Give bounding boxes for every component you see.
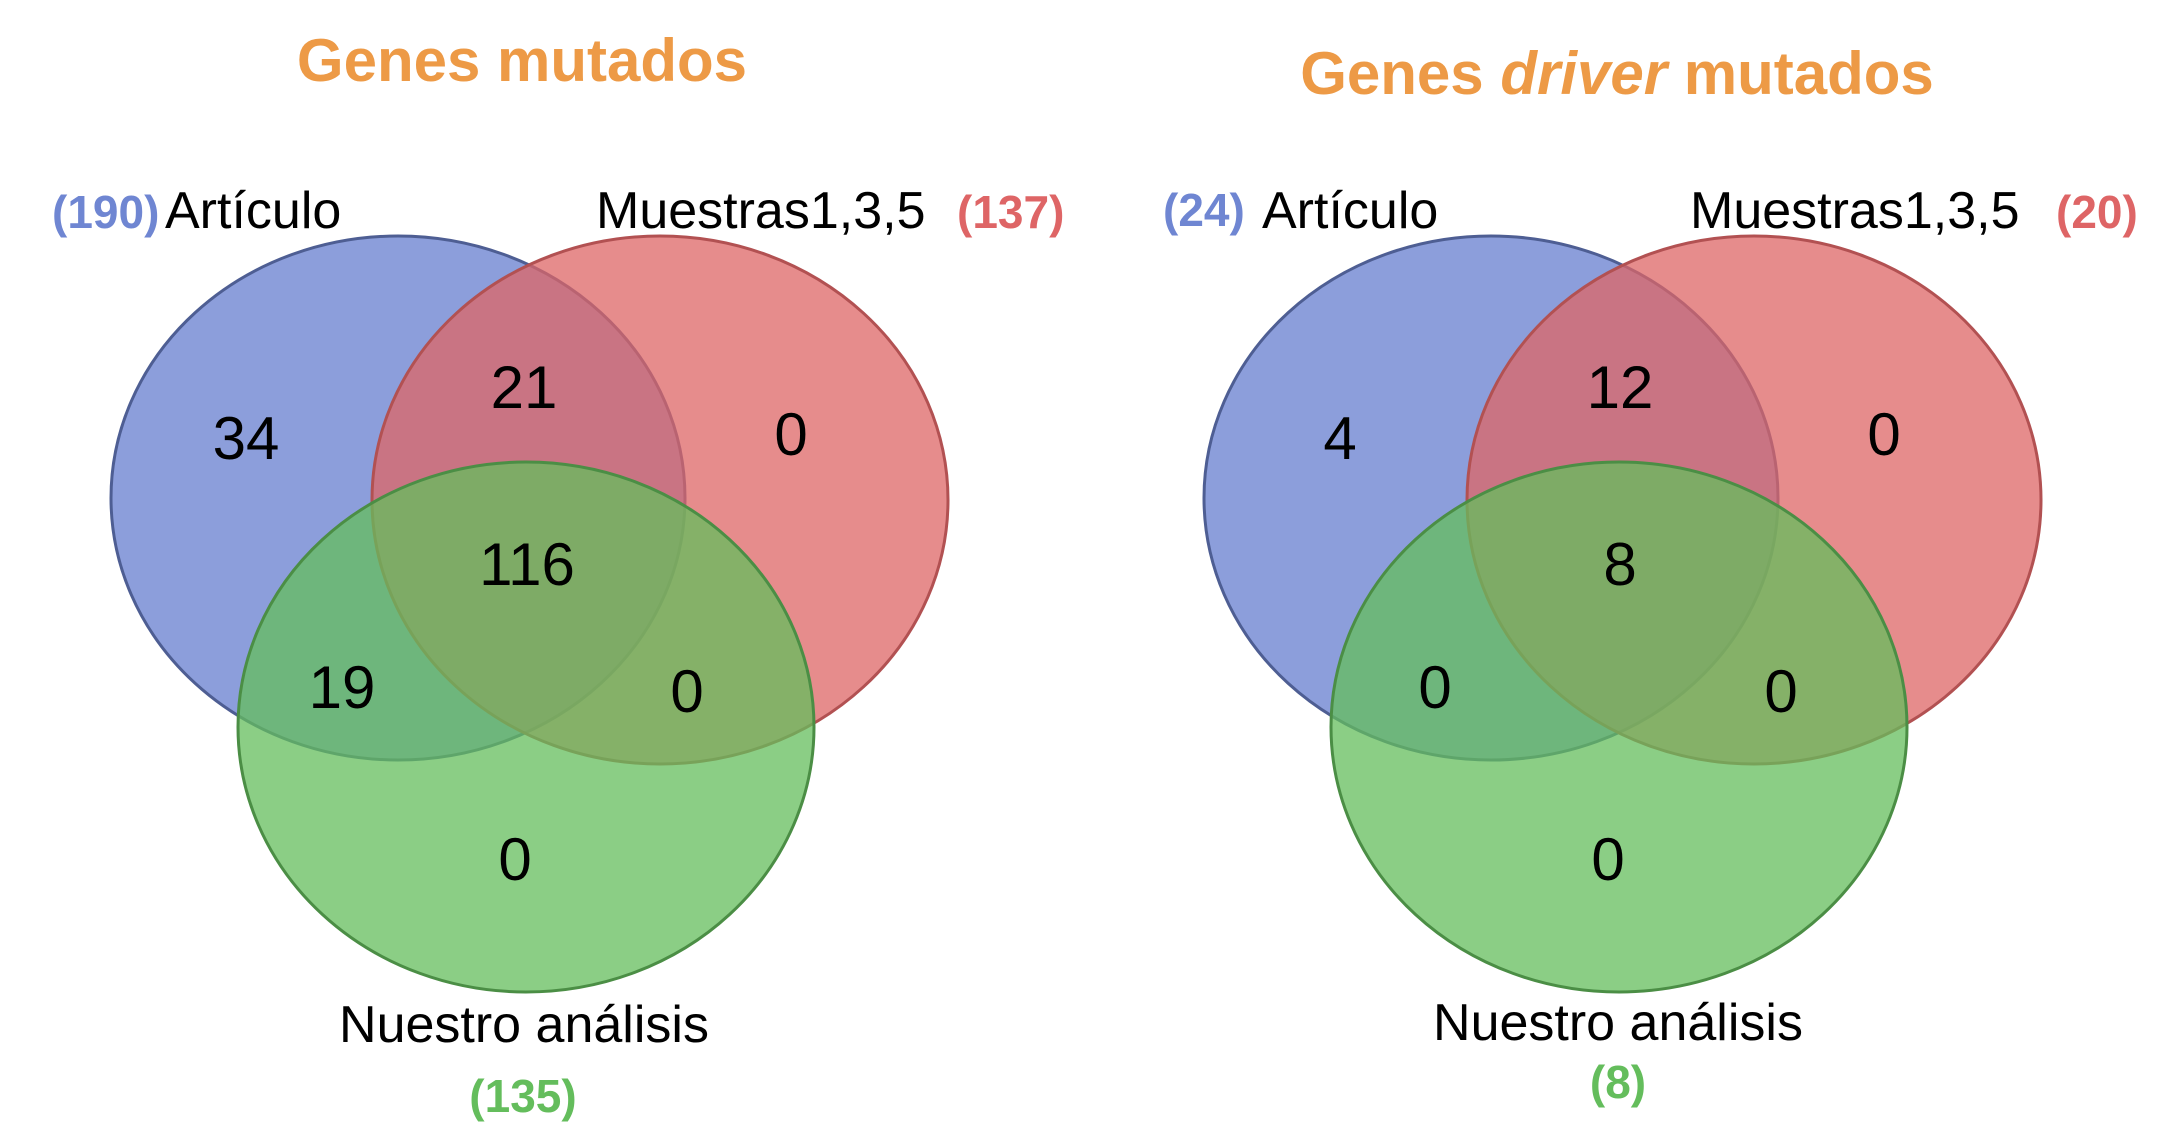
set-label-articulo: Artículo [165,182,341,240]
region-count-articulo-nuestro: 0 [1418,654,1451,721]
set-count-nuestro: (135) [469,1070,576,1122]
region-count-nuestro-only: 0 [498,826,531,893]
region-count-all-three: 8 [1603,531,1636,598]
set-count-nuestro: (8) [1590,1056,1646,1108]
region-count-articulo-muestras: 12 [1587,354,1654,421]
venn-diagram-left: Genes mutados (190) Artículo Muestras1,3… [52,27,1064,1122]
region-count-muestras-only: 0 [774,401,807,468]
diagram-title: Genes mutados [297,27,747,94]
region-count-articulo-only: 34 [213,405,280,472]
region-count-nuestro-only: 0 [1591,826,1624,893]
set-label-muestras: Muestras1,3,5 [596,182,926,240]
region-count-muestras-nuestro: 0 [670,658,703,725]
venn-diagram-right: Genes driver mutados (24) Artículo Muest… [1163,40,2138,1108]
region-count-articulo-nuestro: 19 [309,654,376,721]
set-label-articulo: Artículo [1262,182,1438,240]
region-count-articulo-only: 4 [1323,405,1356,472]
set-count-muestras: (137) [957,186,1064,238]
region-count-all-three: 116 [479,531,575,598]
set-label-muestras: Muestras1,3,5 [1690,182,2020,240]
set-count-articulo: (190) [52,186,159,238]
diagram-title: Genes driver mutados [1300,40,1934,107]
set-circle-nuestro [236,460,816,994]
region-count-articulo-muestras: 21 [491,354,558,421]
set-count-articulo: (24) [1163,184,1245,236]
set-label-nuestro: Nuestro análisis [1433,994,1803,1052]
region-count-muestras-only: 0 [1867,401,1900,468]
set-label-nuestro: Nuestro análisis [339,996,709,1054]
set-circle-nuestro [1329,460,1909,994]
region-count-muestras-nuestro: 0 [1764,658,1797,725]
set-count-muestras: (20) [2056,186,2138,238]
